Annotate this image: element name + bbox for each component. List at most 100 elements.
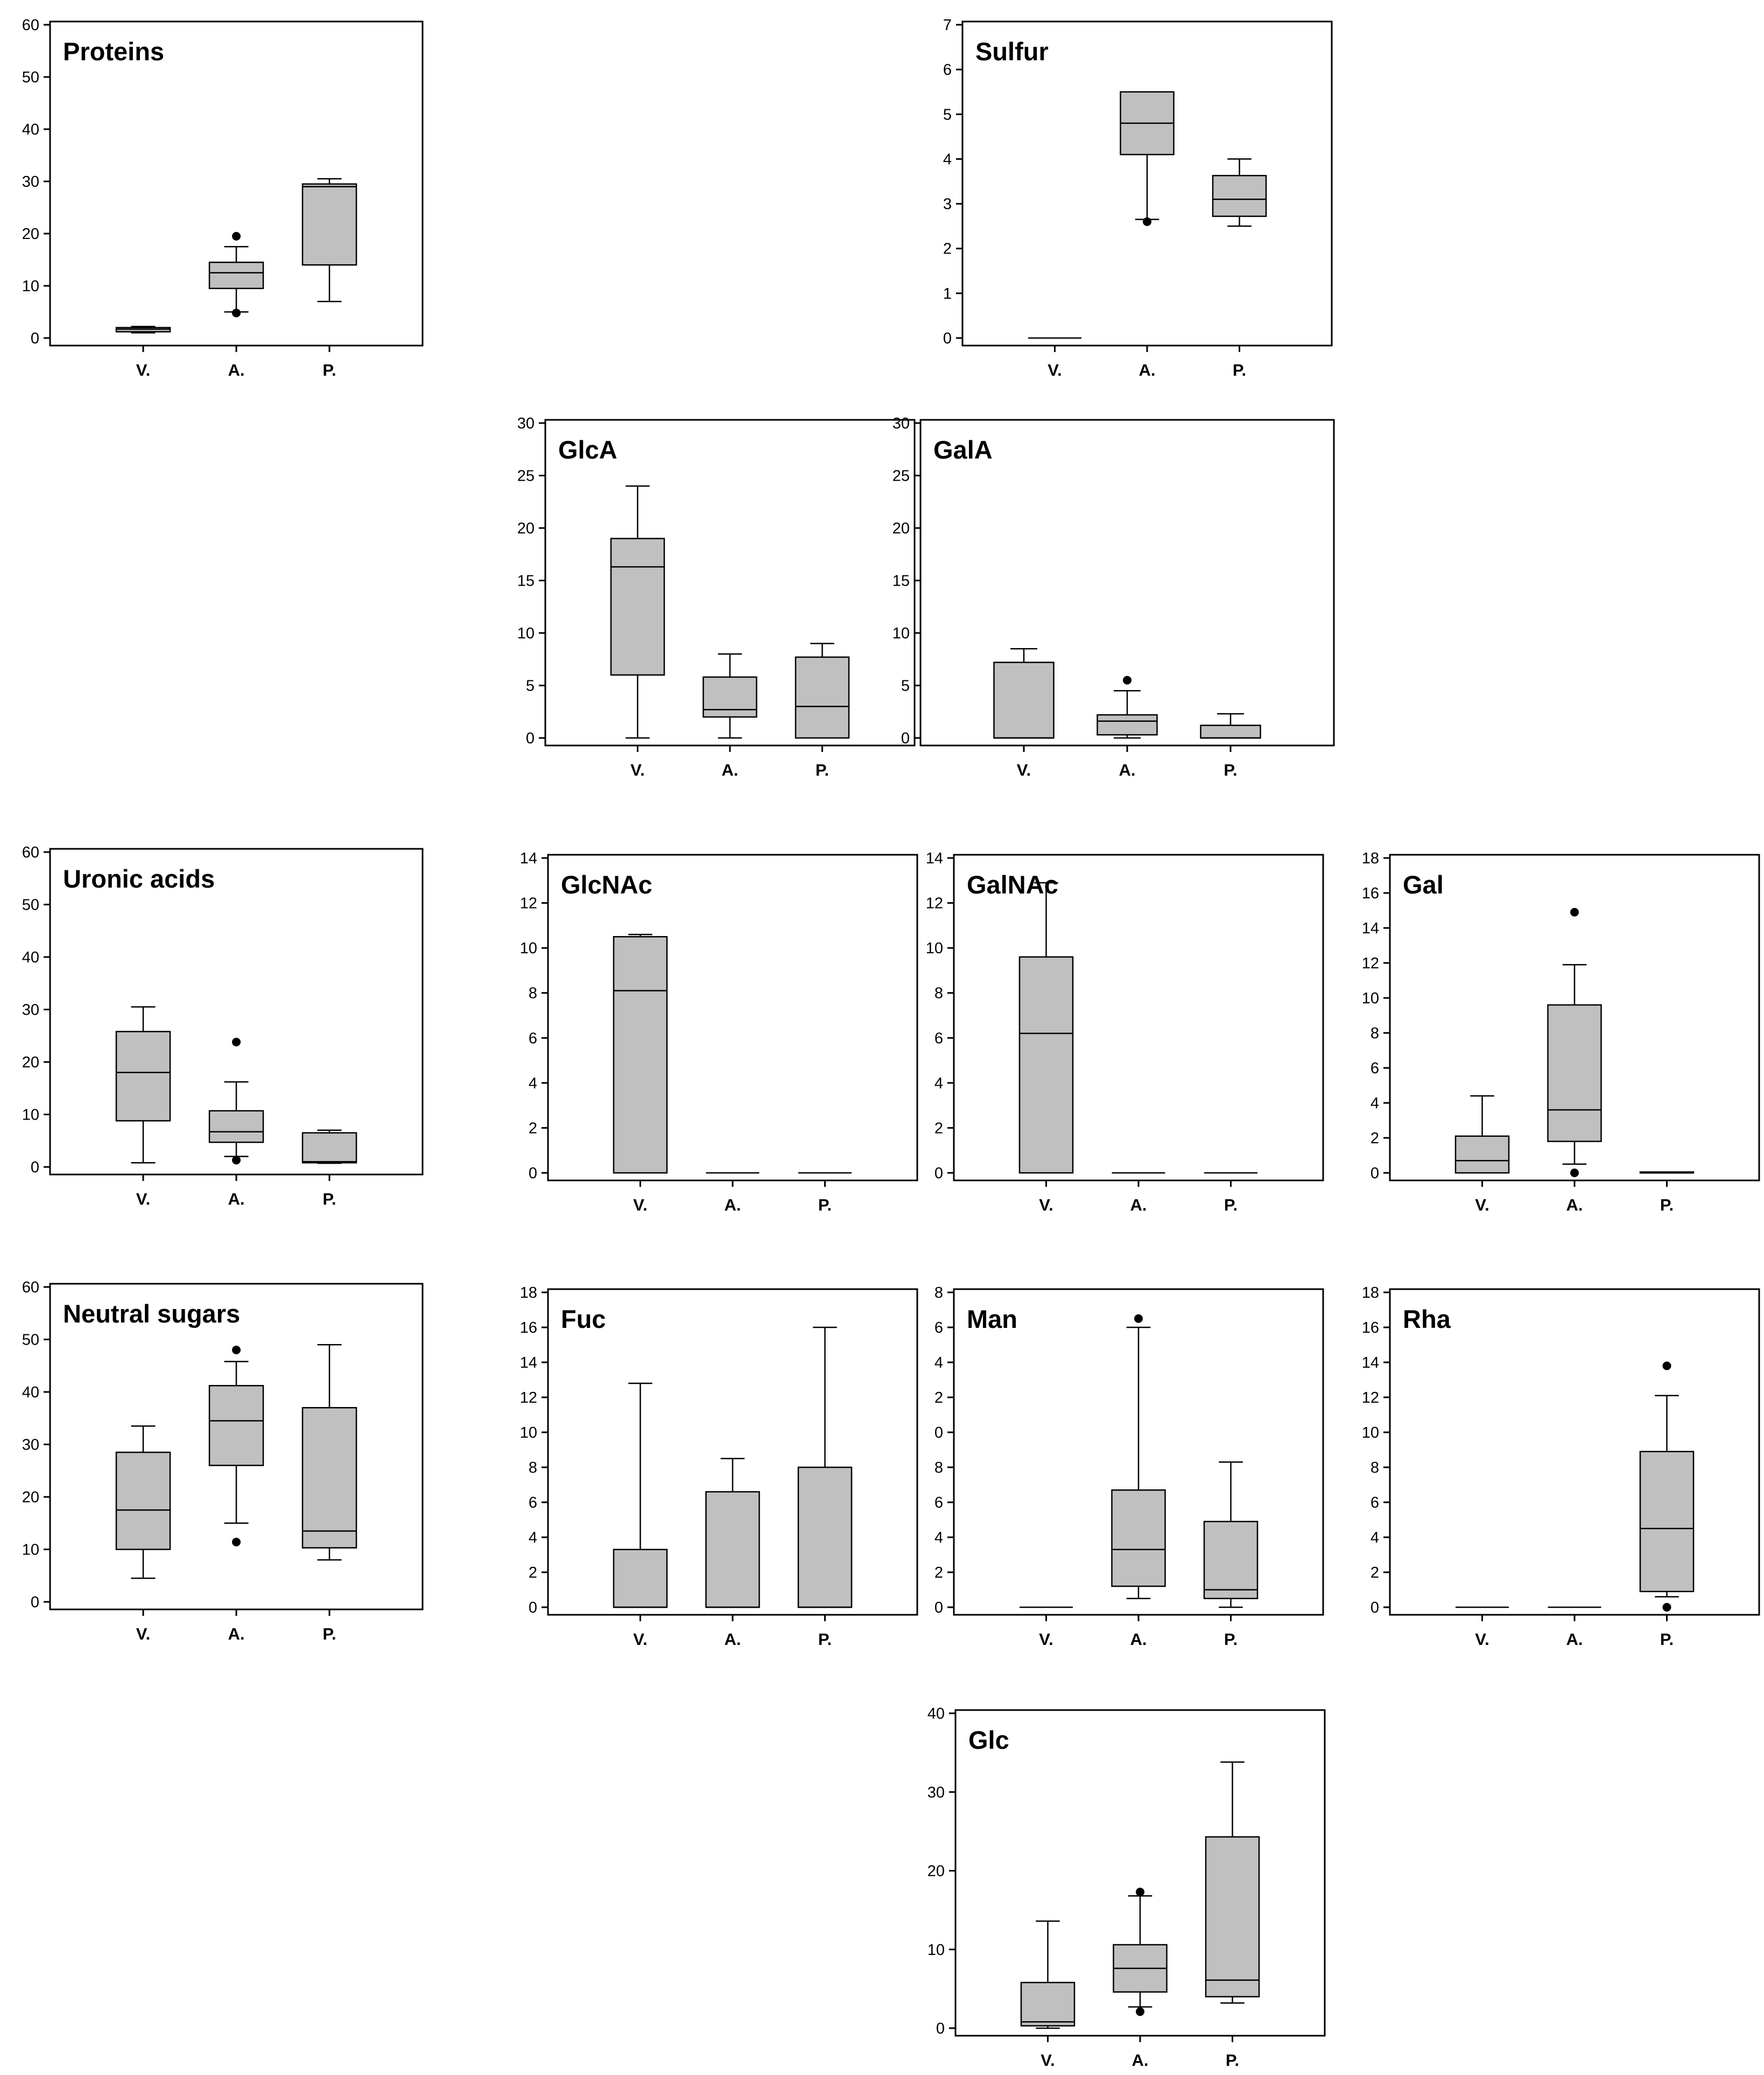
chart-glca: 0 5 10 15 20 25 30 GlcA V. A. P. — [517, 415, 916, 779]
y-tick-label: 5 — [901, 678, 910, 695]
y-tick-label: 10 — [1362, 990, 1379, 1007]
box-v — [1018, 882, 1074, 1174]
y-tick-label: 12 — [520, 1389, 537, 1406]
chart-sulfur: 0 1 2 3 4 5 6 7 Sulfur V. A. P. — [943, 17, 1333, 379]
outlier-point — [232, 1156, 241, 1165]
iqr-box — [702, 676, 757, 718]
y-tick-label: 4 — [943, 151, 952, 168]
panel-title: Man — [967, 1305, 1017, 1333]
y-tick-label: 0 — [934, 1424, 943, 1441]
y-tick-label: 10 — [520, 1424, 537, 1441]
y-tick-label: 0 — [934, 1599, 943, 1616]
plot-frame — [1389, 1288, 1760, 1616]
x-tick-label: A. — [725, 1195, 741, 1214]
y-tick-label: 20 — [892, 520, 910, 537]
y-tick-label: 6 — [934, 1030, 943, 1047]
x-tick-label: A. — [228, 1624, 245, 1643]
x-tick-label: P. — [816, 761, 829, 779]
y-tick-label: 10 — [1362, 1424, 1379, 1441]
x-tick-label: P. — [1660, 1630, 1674, 1649]
y-tick-label: 50 — [22, 1332, 39, 1349]
iqr-box — [613, 936, 668, 1174]
chart-fuc: 0 2 4 6 8 10 12 14 16 18 Fuc V. A. P. — [520, 1284, 918, 1649]
chart-rha: 0 2 4 6 8 10 12 14 16 18 Rha V. A. P. — [1362, 1284, 1760, 1649]
x-tick-label: V. — [633, 1630, 647, 1649]
box-v — [1454, 1095, 1510, 1174]
panel-title: Fuc — [561, 1305, 606, 1333]
y-tick-label: 10 — [22, 1542, 39, 1559]
box-a — [208, 1037, 264, 1165]
y-tick-label: 40 — [22, 949, 39, 966]
x-tick-label: P. — [1660, 1195, 1674, 1214]
y-tick-label: 12 — [1362, 1389, 1379, 1406]
panel-title: Proteins — [63, 37, 164, 66]
box-p — [301, 178, 357, 303]
outlier-point — [1136, 1887, 1144, 1896]
x-tick-label: P. — [1226, 2051, 1239, 2070]
panel-title: Sulfur — [975, 37, 1049, 66]
y-tick-label: 5 — [943, 106, 952, 123]
x-tick-label: V. — [1475, 1195, 1489, 1214]
x-tick-label: P. — [818, 1195, 832, 1214]
iqr-box — [1097, 714, 1158, 736]
y-tick-label: 6 — [529, 1030, 537, 1047]
box-a — [705, 1458, 760, 1608]
y-tick-label: 30 — [927, 1784, 945, 1801]
y-tick-label: 6 — [529, 1494, 537, 1511]
x-tick-label: P. — [1233, 361, 1246, 379]
y-tick-label: 4 — [1371, 1095, 1379, 1112]
x-tick-label: V. — [630, 761, 644, 779]
box-v — [613, 933, 668, 1174]
y-tick-label: 8 — [529, 985, 537, 1002]
y-tick-label: 2 — [1371, 1564, 1379, 1581]
outlier-point — [232, 308, 241, 318]
iqr-box — [1203, 1521, 1259, 1599]
iqr-box — [1200, 725, 1261, 739]
outlier-point — [1662, 1603, 1671, 1612]
iqr-box — [115, 1031, 171, 1122]
iqr-box — [1212, 174, 1267, 217]
y-tick-label: 40 — [22, 121, 39, 138]
panel-title: Gal — [1403, 870, 1444, 899]
box-v — [115, 1006, 171, 1164]
box-p — [1639, 1361, 1695, 1612]
y-tick-label: 14 — [926, 850, 943, 867]
y-tick-label: 2 — [934, 1564, 943, 1581]
y-tick-label: 16 — [1362, 1319, 1379, 1337]
y-tick-label: 40 — [927, 1705, 945, 1722]
x-tick-label: P. — [322, 361, 336, 379]
outlier-point — [1134, 1314, 1143, 1323]
iqr-box — [1205, 1836, 1260, 1997]
outlier-point — [232, 1537, 241, 1546]
y-tick-label: 30 — [22, 173, 39, 191]
x-tick-label: P. — [322, 1624, 336, 1643]
x-tick-label: P. — [1224, 1630, 1238, 1649]
x-tick-label: V. — [136, 1624, 150, 1643]
y-tick-label: 8 — [934, 1459, 943, 1476]
box-p — [797, 1326, 853, 1608]
iqr-box — [1020, 1981, 1076, 2027]
iqr-box — [1547, 1004, 1602, 1142]
panel-title: GalNAc — [967, 870, 1058, 899]
outlier-point — [1123, 676, 1132, 685]
y-tick-label: 10 — [22, 1107, 39, 1124]
chart-gala: 0 5 10 15 20 25 30 GalA V. A. P. — [892, 415, 1335, 779]
panel-title: GlcA — [558, 435, 617, 464]
chart-glcnac: 0 2 4 6 8 10 12 14 GlcNAc V. A. P. — [520, 850, 918, 1214]
x-tick-label: A. — [1130, 1195, 1147, 1214]
y-tick-label: 0 — [943, 330, 952, 347]
x-tick-label: V. — [1039, 1195, 1053, 1214]
y-tick-label: 15 — [892, 573, 910, 590]
y-tick-label: 0 — [901, 730, 910, 747]
outlier-point — [232, 231, 241, 241]
box-v — [115, 326, 171, 334]
y-tick-label: 0 — [1371, 1165, 1379, 1182]
y-tick-label: 8 — [529, 1459, 537, 1476]
x-tick-label: P. — [818, 1630, 832, 1649]
y-tick-label: 4 — [934, 1529, 943, 1546]
y-tick-label: 0 — [529, 1165, 537, 1182]
y-tick-label: 2 — [934, 1389, 943, 1406]
box-v — [610, 485, 665, 739]
x-tick-label: A. — [1130, 1630, 1147, 1649]
